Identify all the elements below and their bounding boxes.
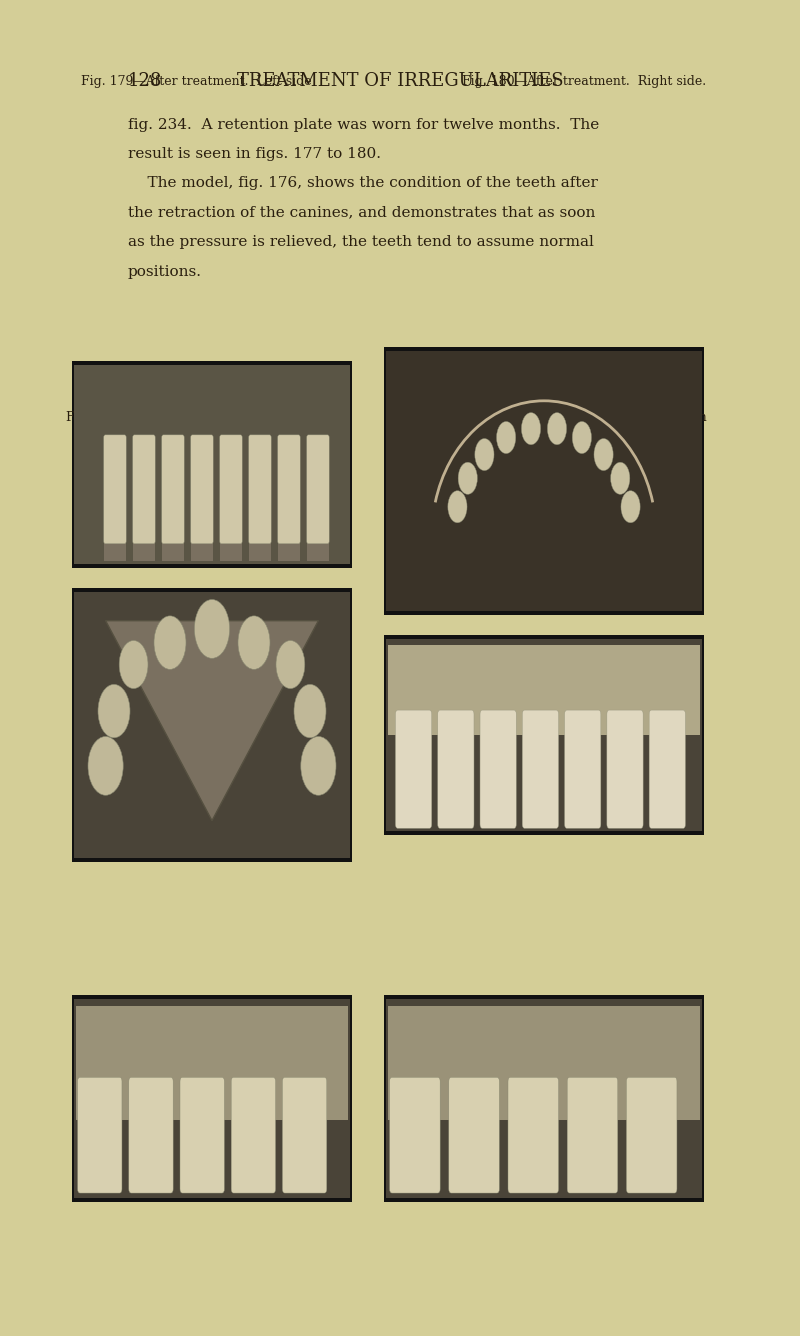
Bar [384, 995, 704, 1202]
Bar [72, 995, 352, 1202]
Circle shape [448, 490, 467, 522]
Bar [76, 1006, 348, 1120]
Circle shape [621, 490, 640, 522]
Circle shape [276, 640, 305, 688]
Circle shape [475, 438, 494, 470]
FancyBboxPatch shape [162, 436, 184, 544]
Circle shape [547, 413, 566, 445]
Circle shape [194, 600, 230, 659]
Bar [104, 437, 126, 561]
Text: positions.: positions. [128, 265, 202, 278]
Bar [74, 592, 350, 858]
Bar [386, 999, 702, 1198]
Text: fig. 234.  A retention plate was worn for twelve months.  The: fig. 234. A retention plate was worn for… [128, 118, 599, 131]
FancyBboxPatch shape [626, 1077, 677, 1193]
FancyBboxPatch shape [522, 711, 558, 828]
Text: Fig. 180—After treatment.  Right side.: Fig. 180—After treatment. Right side. [462, 75, 706, 88]
Bar [388, 644, 700, 735]
Bar [74, 999, 350, 1198]
Circle shape [458, 462, 478, 494]
Bar [162, 437, 184, 561]
FancyBboxPatch shape [607, 711, 643, 828]
Circle shape [522, 413, 541, 445]
Text: the retraction of the canines, and demonstrates that as soon: the retraction of the canines, and demon… [128, 206, 595, 219]
Circle shape [610, 462, 630, 494]
Text: result is seen in figs. 177 to 180.: result is seen in figs. 177 to 180. [128, 147, 381, 160]
Bar [72, 588, 352, 862]
FancyBboxPatch shape [565, 711, 601, 828]
Text: TREATMENT OF IRREGULARITIES: TREATMENT OF IRREGULARITIES [237, 72, 563, 90]
FancyBboxPatch shape [649, 711, 686, 828]
Text: 128: 128 [128, 72, 162, 90]
Bar [278, 437, 300, 561]
FancyBboxPatch shape [133, 436, 155, 544]
FancyBboxPatch shape [395, 711, 432, 828]
Circle shape [594, 438, 613, 470]
Circle shape [119, 640, 148, 688]
FancyBboxPatch shape [278, 436, 300, 544]
FancyBboxPatch shape [180, 1077, 224, 1193]
Bar [307, 437, 329, 561]
Text: Fig. 179—After treatment.  Left side: Fig. 179—After treatment. Left side [81, 75, 311, 88]
Circle shape [154, 616, 186, 669]
Circle shape [572, 421, 591, 453]
FancyBboxPatch shape [129, 1077, 173, 1193]
FancyBboxPatch shape [438, 711, 474, 828]
Circle shape [497, 421, 516, 453]
Bar [388, 1006, 700, 1120]
FancyBboxPatch shape [480, 711, 516, 828]
Text: Fig. 178—View of anterior upper teeth
after treatment.: Fig. 178—View of anterior upper teeth af… [461, 411, 707, 440]
Circle shape [88, 736, 123, 795]
Bar [384, 347, 704, 615]
Text: as the pressure is relieved, the teeth tend to assume normal: as the pressure is relieved, the teeth t… [128, 235, 594, 248]
Polygon shape [106, 621, 318, 820]
Text: The model, fig. 176, shows the condition of the teeth after: The model, fig. 176, shows the condition… [128, 176, 598, 190]
Bar [220, 437, 242, 561]
Bar [72, 361, 352, 568]
FancyBboxPatch shape [249, 436, 271, 544]
Bar [133, 437, 155, 561]
Text: Fig. 175—View of anterior lower teeth
after treatment.: Fig. 175—View of anterior lower teeth af… [74, 778, 318, 806]
Text: Fig. 177—Palatal aspect after treatment.: Fig. 177—Palatal aspect after treatment. [66, 411, 326, 425]
Circle shape [294, 684, 326, 737]
FancyBboxPatch shape [78, 1077, 122, 1193]
Circle shape [98, 684, 130, 737]
Bar [386, 351, 702, 611]
FancyBboxPatch shape [220, 436, 242, 544]
FancyBboxPatch shape [306, 436, 330, 544]
FancyBboxPatch shape [231, 1077, 275, 1193]
FancyBboxPatch shape [104, 436, 126, 544]
FancyBboxPatch shape [508, 1077, 558, 1193]
FancyBboxPatch shape [449, 1077, 499, 1193]
Bar [386, 639, 702, 831]
FancyBboxPatch shape [390, 1077, 440, 1193]
FancyBboxPatch shape [567, 1077, 618, 1193]
FancyBboxPatch shape [282, 1077, 326, 1193]
Bar [74, 365, 350, 564]
Bar [249, 437, 271, 561]
Bar [191, 437, 213, 561]
Text: Fig. 175.: Fig. 175. [556, 778, 612, 791]
Circle shape [238, 616, 270, 669]
Bar [384, 635, 704, 835]
FancyBboxPatch shape [190, 436, 214, 544]
Circle shape [301, 736, 336, 795]
